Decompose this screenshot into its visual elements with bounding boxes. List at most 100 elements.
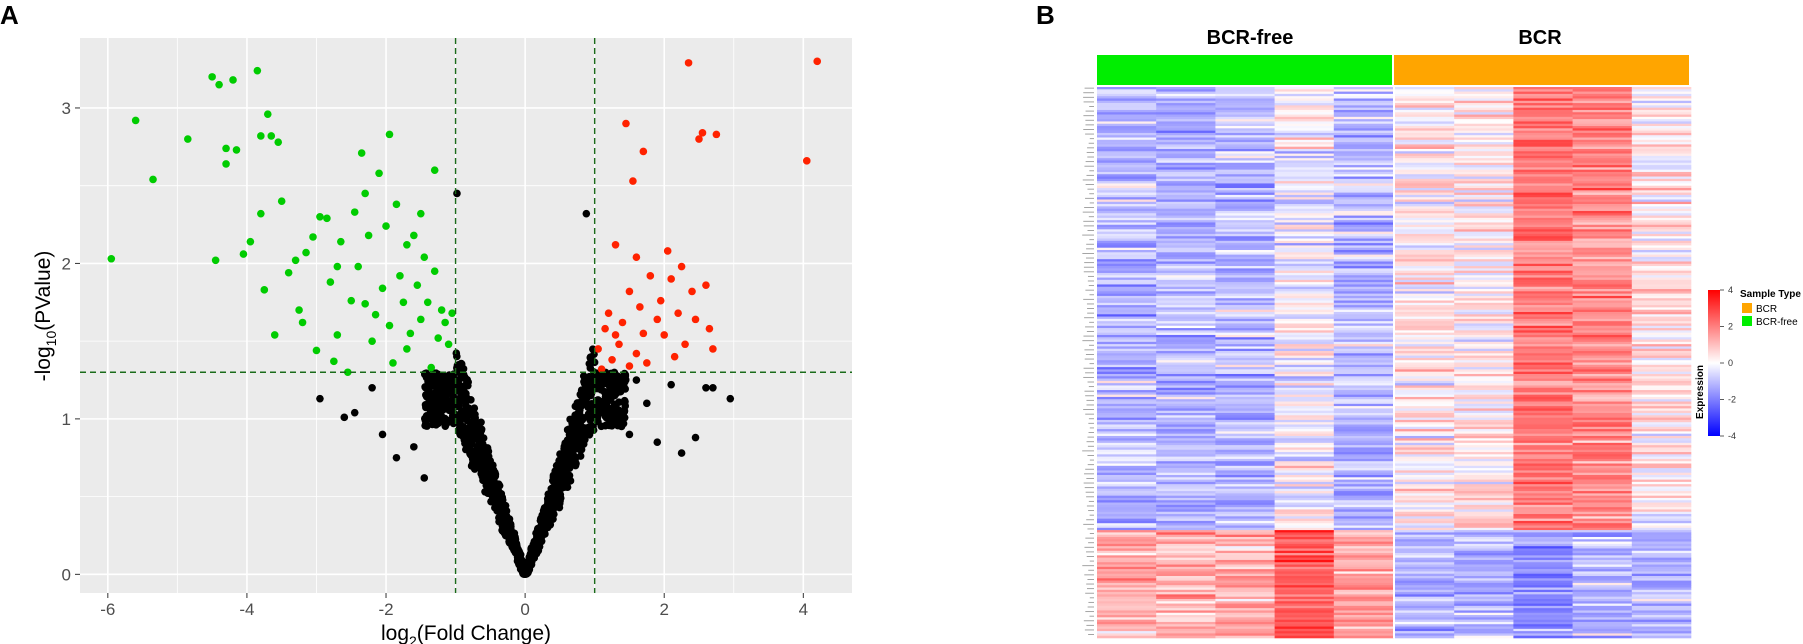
heatmap-cell bbox=[1631, 316, 1692, 320]
heatmap-cell bbox=[1156, 417, 1216, 421]
heatmap-cell bbox=[1156, 410, 1216, 414]
heatmap-cell bbox=[1513, 592, 1573, 595]
heatmap-cell bbox=[1454, 176, 1514, 180]
heatmap-cell bbox=[1215, 541, 1275, 545]
heatmap-cell bbox=[1156, 132, 1216, 136]
heatmap-cell bbox=[1156, 413, 1216, 416]
heatmap-cell bbox=[1572, 422, 1633, 425]
heatmap-cell bbox=[1631, 155, 1692, 159]
heatmap-cell bbox=[1215, 316, 1275, 320]
heatmap-cell bbox=[1274, 415, 1335, 418]
heatmap-cell bbox=[1572, 353, 1633, 356]
heatmap-cell bbox=[1097, 598, 1157, 602]
heatmap-cell bbox=[1454, 454, 1514, 457]
heatmap-cell bbox=[1395, 261, 1455, 265]
heatmap-cell bbox=[1333, 357, 1394, 361]
heatmap-cell bbox=[1333, 311, 1394, 315]
nonsignificant-point bbox=[577, 435, 585, 444]
gene-row-label bbox=[1083, 225, 1094, 227]
heatmap-cell bbox=[1097, 514, 1157, 517]
heatmap-cell bbox=[1572, 594, 1633, 597]
heatmap-cell bbox=[1513, 576, 1573, 579]
heatmap-cell bbox=[1333, 305, 1394, 308]
heatmap-cell bbox=[1513, 596, 1573, 600]
heatmap-cell bbox=[1097, 516, 1157, 519]
heatmap-cell bbox=[1631, 158, 1692, 161]
heatmap-cell bbox=[1513, 442, 1573, 446]
heatmap-cell bbox=[1156, 507, 1216, 510]
heatmap-cell bbox=[1156, 309, 1216, 313]
heatmap-cell bbox=[1631, 603, 1692, 607]
heatmap-cell bbox=[1215, 263, 1275, 267]
downregulated-point bbox=[357, 149, 366, 157]
heatmap-cell bbox=[1631, 314, 1692, 317]
heatmap-cell bbox=[1333, 321, 1394, 324]
heatmap-cell bbox=[1097, 541, 1157, 545]
gene-row-label bbox=[1084, 165, 1094, 167]
heatmap-cell bbox=[1631, 576, 1692, 579]
downregulated-point bbox=[131, 116, 140, 125]
y-tick-label: 2 bbox=[62, 254, 71, 273]
heatmap-cell bbox=[1215, 188, 1275, 191]
heatmap-cell bbox=[1156, 337, 1216, 340]
heatmap-cell bbox=[1454, 309, 1514, 313]
heatmap-cell bbox=[1097, 539, 1157, 542]
nonsignificant-point bbox=[530, 550, 538, 559]
heatmap-cell bbox=[1631, 429, 1692, 432]
heatmap-cell bbox=[1333, 291, 1394, 294]
heatmap-cell bbox=[1572, 286, 1633, 290]
heatmap-cell bbox=[1572, 293, 1633, 297]
gene-row-label bbox=[1085, 611, 1094, 613]
heatmap-cell bbox=[1156, 442, 1216, 446]
heatmap-cell bbox=[1631, 621, 1692, 625]
heatmap-cell bbox=[1631, 351, 1692, 354]
heatmap-cell bbox=[1631, 137, 1692, 141]
heatmap-cell bbox=[1631, 378, 1692, 382]
gene-row-label bbox=[1086, 583, 1094, 585]
heatmap-cell bbox=[1097, 550, 1157, 554]
heatmap-cell bbox=[1156, 330, 1216, 333]
nonsignificant-point bbox=[552, 468, 560, 476]
heatmap-cell bbox=[1572, 160, 1633, 164]
heatmap-cell bbox=[1156, 530, 1216, 533]
heatmap-cell bbox=[1454, 151, 1514, 154]
upregulated-point bbox=[709, 345, 717, 353]
heatmap-cell bbox=[1097, 121, 1157, 125]
threshold-lines bbox=[80, 38, 852, 593]
heatmap-cell bbox=[1454, 318, 1514, 322]
heatmap-cell bbox=[1513, 305, 1573, 308]
heatmap-cell bbox=[1156, 493, 1216, 496]
heatmap-cell bbox=[1156, 289, 1216, 292]
heatmap-cell bbox=[1274, 509, 1335, 513]
heatmap-cell bbox=[1513, 399, 1573, 402]
heatmap-cell bbox=[1454, 571, 1514, 575]
heatmap-cell bbox=[1454, 355, 1514, 359]
heatmap-cell bbox=[1097, 254, 1157, 258]
heatmap-cell bbox=[1395, 311, 1455, 315]
heatmap-cell bbox=[1156, 250, 1216, 253]
heatmap-cell bbox=[1454, 272, 1514, 276]
heatmap-cell bbox=[1097, 323, 1157, 327]
heatmap-cell bbox=[1572, 364, 1633, 368]
heatmap-cell bbox=[1572, 380, 1633, 384]
heatmap-cell bbox=[1156, 217, 1216, 221]
heatmap-cell bbox=[1097, 465, 1157, 469]
heatmap-cell bbox=[1097, 587, 1157, 591]
heatmap-cell bbox=[1215, 383, 1275, 386]
heatmap-cell bbox=[1572, 360, 1633, 363]
heatmap-cell bbox=[1215, 548, 1275, 552]
heatmap-cell bbox=[1631, 408, 1692, 412]
heatmap-cell bbox=[1156, 431, 1216, 434]
heatmap-cell bbox=[1274, 295, 1335, 299]
nonsignificant-point bbox=[524, 558, 533, 567]
heatmap-cell bbox=[1097, 364, 1157, 368]
heatmap-cell bbox=[1215, 160, 1275, 164]
heatmap-cell bbox=[1333, 385, 1394, 389]
heatmap-cell bbox=[1156, 472, 1216, 476]
nonsignificant-point bbox=[452, 349, 461, 358]
heatmap-cell bbox=[1097, 183, 1157, 187]
heatmap-cell bbox=[1215, 165, 1275, 168]
heatmap-cell bbox=[1156, 277, 1216, 281]
heatmap-cell bbox=[1156, 346, 1216, 350]
heatmap-cell bbox=[1513, 543, 1573, 547]
